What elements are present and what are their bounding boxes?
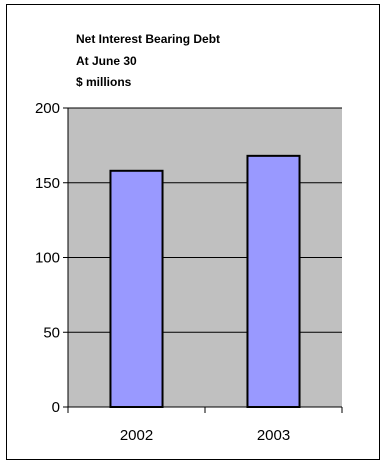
chart-title-line-2: At June 30 [76,54,137,68]
x-tick-label-2002: 2002 [120,427,153,444]
chart-title-line-1: Net Interest Bearing Debt [76,32,221,46]
chart-title-line-3: $ millions [76,75,132,89]
y-tick-label-100: 100 [35,250,60,267]
bar-2002 [109,169,164,408]
y-tick-label-50: 50 [43,324,60,341]
y-tick-label-150: 150 [35,175,60,192]
x-tick-label-2003: 2003 [257,427,290,444]
bar-2003 [246,154,301,408]
y-tick-label-200: 200 [35,100,60,117]
y-tick-label-0: 0 [52,399,60,416]
